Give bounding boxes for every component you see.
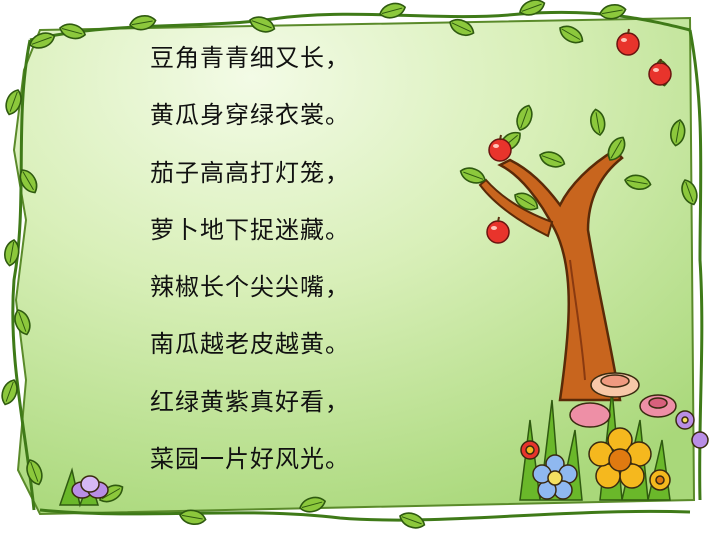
poem-line-6: 南瓜越老皮越黄。	[150, 330, 350, 359]
poem-panel	[12, 16, 696, 516]
poem: 豆角青青细又长， 黄瓜身穿绿衣裳。 茄子高高打灯笼， 萝卜地下捉迷藏。 辣椒长个…	[150, 38, 480, 496]
poem-line-4: 萝卜地下捉迷藏。	[150, 215, 350, 244]
flower-bush-icon	[71, 372, 709, 500]
poem-line-1: 豆角青青细又长，	[150, 44, 350, 72]
apple-tree-icon	[457, 102, 653, 402]
poem-line-3: 茄子高高打灯笼，	[150, 158, 350, 187]
poem-line-7: 红绿黄紫真好看，	[150, 387, 350, 416]
poem-line-5: 辣椒长个尖尖嘴，	[150, 273, 350, 302]
poem-line-8: 菜园一片好风光。	[150, 445, 350, 474]
poem-line-2: 黄瓜身穿绿衣裳。	[150, 101, 350, 130]
